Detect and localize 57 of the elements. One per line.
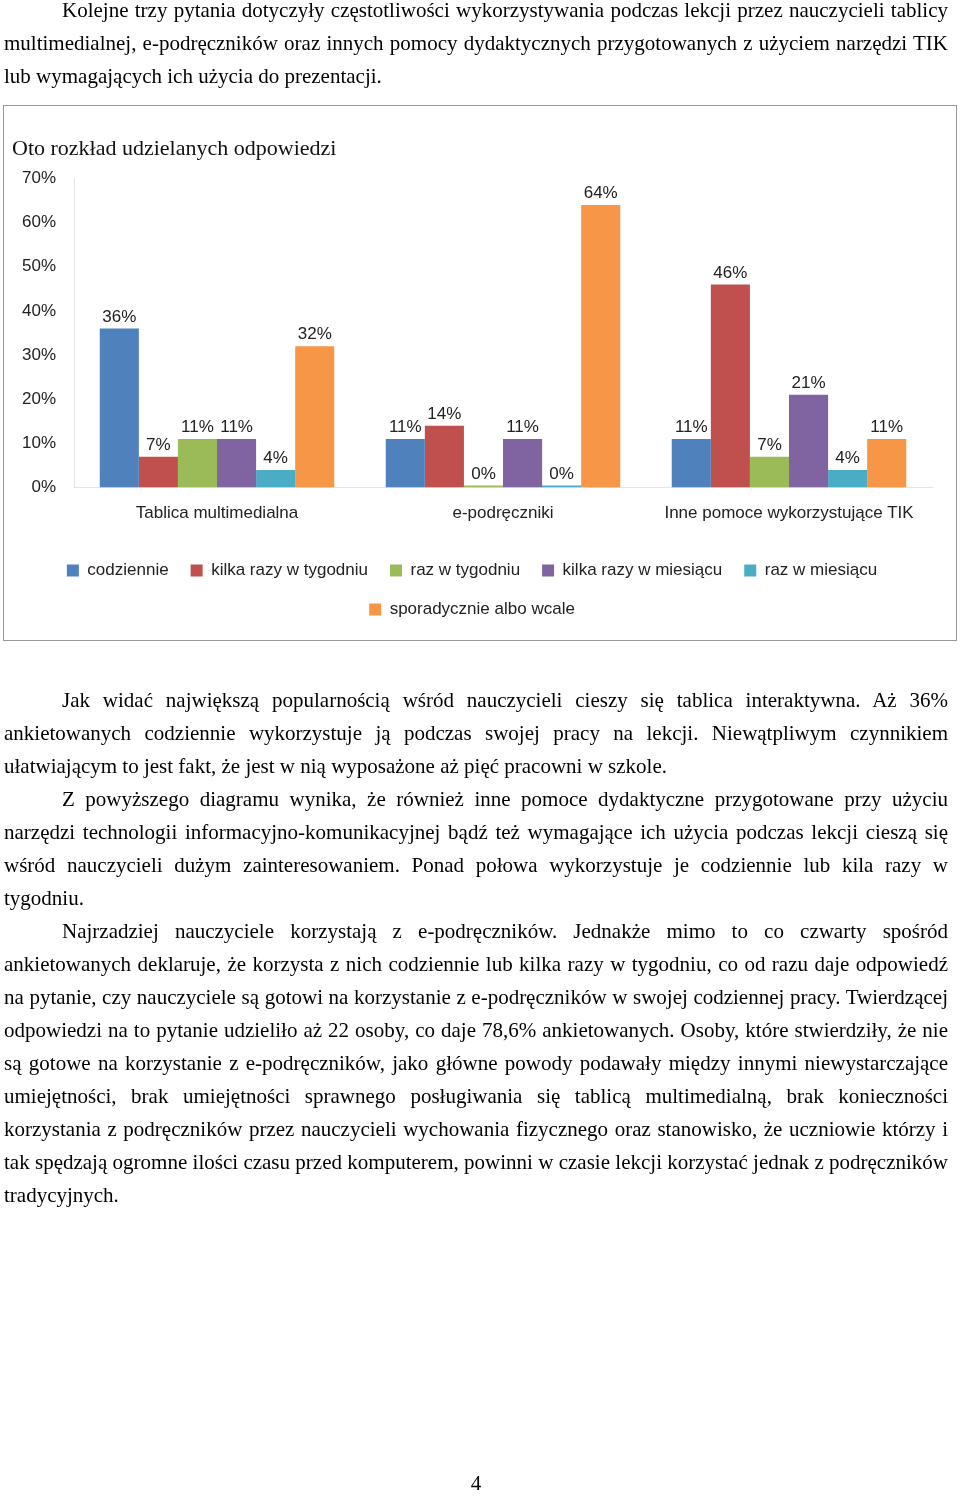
legend-label: sporadycznie albo wcale [389,599,575,619]
bar [177,439,218,488]
text: 4 [469,1471,483,1496]
text: Jak widać największą popularnością wśród nauczycieli cieszy się tablica interaktywna. Aż 36% ankietowanych codziennie wykorzystuje ją podczas swojej pracy na lekcji. Niewątpliwym czynnikiem ułatwiającym to jest fakt, że jest w nią wyposażone aż pięć pracowni w szkole. [4,687,948,780]
data-label: 0% [549,463,574,483]
y-tick-label: 60% [21,212,57,232]
y-tick-label: 70% [21,168,57,188]
bar [671,439,711,488]
y-tick-label: 30% [21,344,57,364]
text: Z powyższego diagramu wynika, że również inne pomoce dydaktyczne przygotowane przy użyciu narzędzi technologii informacyjno-komunikacyjnej bądź też wymagające ich użycia podczas lekcji cieszą się wśród nauczycieli dużym zainteresowaniem. Ponad połowa wykorzystuje je codziennie lub kila razy w tygodniu. [4,786,948,912]
legend-label: kilka razy w tygodniu [211,560,368,580]
bar [295,346,335,488]
bar [217,439,257,488]
bar [828,469,868,488]
data-label: 32% [297,324,332,344]
data-label: 36% [102,306,137,326]
legend-label: codziennie [87,560,169,580]
data-label: 46% [713,262,748,282]
legend-label: raz w miesiącu [764,560,878,580]
data-label: 0% [471,463,496,483]
legend-label: raz w tygodniu [410,560,521,580]
data-label: 4% [263,448,288,468]
data-label: 64% [583,183,618,203]
data-label: 14% [427,403,462,423]
bar [581,204,621,488]
data-label: 7% [146,434,171,454]
bar [424,425,464,488]
x-tick-label: Inne pomoce wykorzystujące TIK [664,503,915,523]
bar [710,284,750,488]
data-label: 11% [870,417,904,437]
data-label: 21% [791,373,826,393]
y-tick-label: 50% [21,256,57,276]
data-label: 11% [506,417,539,437]
y-tick-label: 0% [31,477,57,497]
text: Najrzadziej nauczyciele korzystają z e-podręczników. Jednakże mimo to co czwarty spośród ankietowanych deklaruje, że korzysta z nich codziennie lub kilka razy w tygodniu, co od razu daje odpowiedź na pytanie, czy nauczyciele są gotowi na korzystanie z e-podręczników w swojej codziennej pracy. Twierdzącej odpowiedzi na to pytanie udzieliło aż 22 osoby, co daje 78,6% ankietowanych. Osoby, które stwierdziły, że nie są gotowe na korzystanie z e-podręczników, jako główne powody podawały między innymi niewystarczające umiejętności, brak umiejętności sprawnego posługiwania się tablicą multimedialną, brak konieczności korzystania z podręczników przez nauczycieli wychowania fizycznego oraz stanowisko, że uczniowie którzy i tak spędzają ogromne ilości czasu przed komputerem, powinni w czasie lekcji korzystać jednak z podręczników tradycyjnych. [4,919,948,1207]
y-tick-label: 40% [21,300,57,320]
chart-title: Oto rozkład udzielanych odpowiedzi [12,134,337,160]
data-label: 7% [757,434,782,454]
bar [256,469,296,488]
bar [99,328,139,488]
bar [749,456,789,488]
x-tick-label: e-podręczniki [452,503,554,523]
bar [503,439,543,488]
data-label: 11% [674,417,708,437]
bar [385,439,425,488]
legend-label: kilka razy w miesiącu [562,560,723,580]
data-label: 11% [388,417,422,437]
data-label: 11% [220,417,253,437]
x-tick-label: Tablica multimedialna [135,503,299,523]
bar [867,439,907,488]
text: Kolejne trzy pytania dotyczyły częstotliwości wykorzystywania podczas lekcji przez nauczycieli tablicy multimedialnej, e-podręczników oraz innych pomocy dydaktycznych przygotowanych z użyciem narzędzi TIK lub wymagających ich użycia do prezentacji. [4,0,948,90]
y-tick-label: 10% [21,433,57,453]
data-label: 11% [181,417,214,437]
bar [138,456,178,488]
data-label: 4% [835,448,860,468]
y-tick-label: 20% [21,388,57,408]
bar [789,394,829,488]
